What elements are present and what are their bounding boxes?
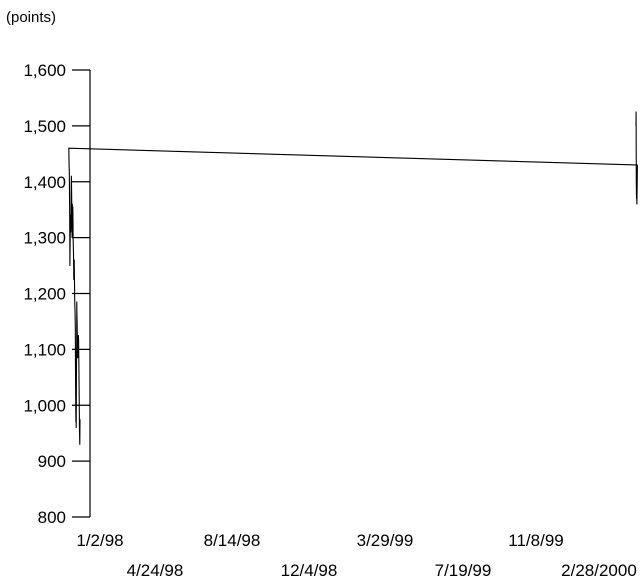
x-axis: 1/2/984/24/98 8/14/98 12/4/98 3/29/99 7/19/9… bbox=[76, 531, 636, 580]
x-tick-label: 8/14/98 bbox=[204, 531, 261, 550]
x-tick-label: 11/8/99 bbox=[508, 531, 563, 550]
y-tick-label: 1,200 bbox=[23, 285, 66, 304]
y-tick-label: 1,600 bbox=[23, 61, 66, 80]
y-tick-label: 800 bbox=[38, 508, 66, 527]
x-tick-label: 2/28/2000 bbox=[561, 561, 637, 580]
x-tick-label: 4/24/98 bbox=[127, 561, 184, 580]
x-tick-label: 3/29/99 bbox=[357, 531, 414, 550]
y-tick-label: 1,500 bbox=[23, 117, 66, 136]
x-tick-label: 7/19/99 bbox=[435, 561, 492, 580]
y-axis-unit-label: (points) bbox=[6, 9, 56, 26]
y-tick-label: 1,400 bbox=[23, 173, 66, 192]
y-axis: 800 900 1,000 1,100 1,200 1,300 1,400 1,500 1,60… bbox=[23, 61, 90, 527]
y-tick-label: 900 bbox=[38, 452, 66, 471]
y-tick-label: 1,000 bbox=[23, 396, 66, 415]
y-tick-label: 1,100 bbox=[23, 340, 66, 359]
y-tick-label: 1,300 bbox=[23, 229, 66, 248]
x-tick-label: 12/4/98 bbox=[281, 561, 338, 580]
series-line bbox=[69, 112, 638, 445]
x-tick-label: 1/2/98 bbox=[76, 531, 123, 550]
